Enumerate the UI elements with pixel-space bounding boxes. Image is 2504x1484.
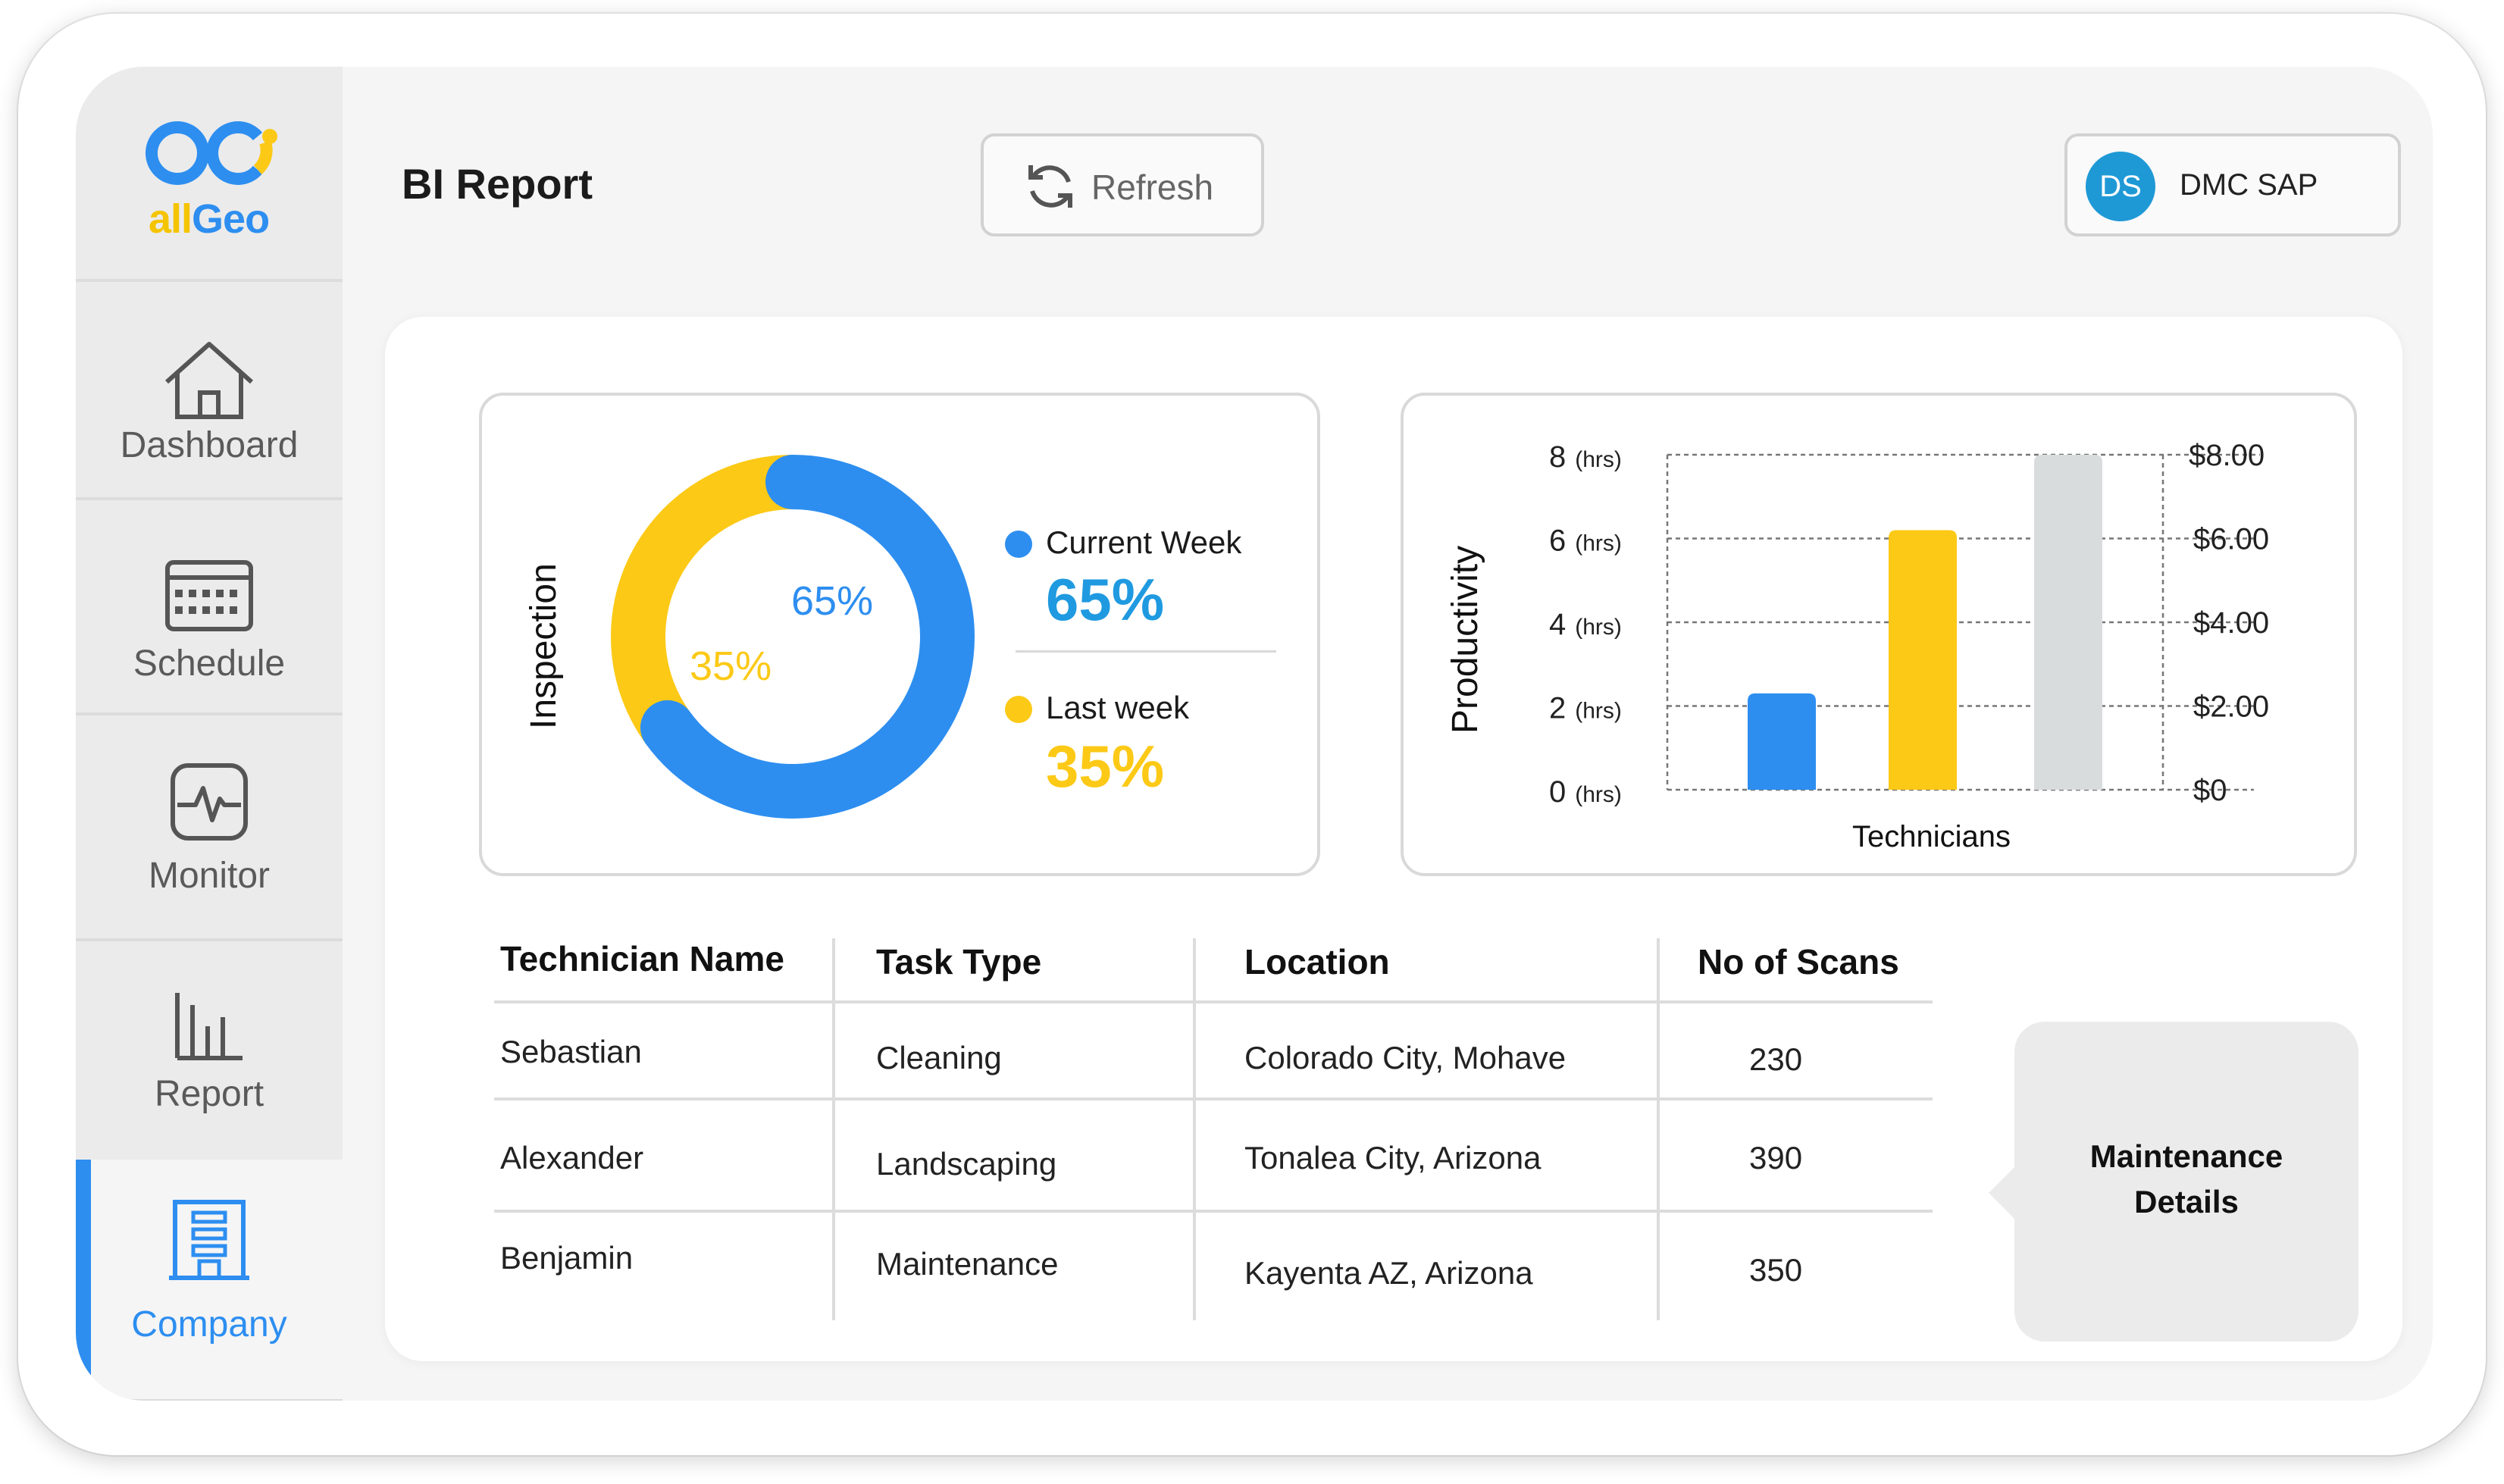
callout-pointer <box>1989 1163 2019 1223</box>
callout-text: Maintenance Details <box>2014 1134 2358 1225</box>
sidebar-item-label: Monitor <box>148 856 271 896</box>
column-header-location: Location <box>1244 942 1390 982</box>
sidebar-item-monitor[interactable]: Monitor <box>76 719 343 941</box>
cell-technician: Alexander <box>500 1140 644 1176</box>
y-tick-label: 0 (hrs) <box>1549 775 1622 809</box>
current-week-legend-dot <box>1005 531 1032 558</box>
bar-technician-3 <box>2034 455 2102 790</box>
y-right-tick-label: $0 <box>2193 774 2227 807</box>
inspection-panel: Inspection 65% 35% Current Week 65% Last… <box>479 393 1320 876</box>
cell-technician: Benjamin <box>500 1240 634 1276</box>
cell-technician: Sebastian <box>500 1034 642 1069</box>
refresh-label: Refresh <box>1091 167 1214 207</box>
column-header-scans: No of Scans <box>1698 942 1899 982</box>
last-week-legend-label: Last week <box>1046 690 1190 725</box>
user-menu-button[interactable]: DS DMC SAP <box>2064 133 2401 236</box>
y-tick-label: 8 (hrs) <box>1549 440 1622 474</box>
cell-location: Colorado City, Mohave <box>1244 1040 1567 1075</box>
column-divider <box>1193 938 1196 1320</box>
cell-location: Tonalea City, Arizona <box>1244 1140 1542 1176</box>
y-tick-label: 2 (hrs) <box>1549 692 1622 725</box>
sidebar-item-dashboard[interactable]: Dashboard <box>76 285 343 500</box>
column-header-technician: Technician Name <box>500 939 784 978</box>
y-right-tick-label: $8.00 <box>2189 439 2265 472</box>
allgeo-logo[interactable]: allGeo <box>76 67 343 282</box>
donut-slice-current-week <box>640 455 975 819</box>
cell-task-type: Landscaping <box>876 1146 1057 1182</box>
sidebar-item-company[interactable]: Company <box>76 1160 343 1401</box>
cell-task-type: Cleaning <box>876 1040 1002 1075</box>
donut-current-label: 65% <box>791 578 874 624</box>
sidebar-item-label: Schedule <box>133 643 286 684</box>
sidebar-item-label: Dashboard <box>120 425 299 465</box>
last-week-legend-dot <box>1005 696 1032 723</box>
refresh-icon <box>1028 165 1072 208</box>
maintenance-details-callout[interactable]: Maintenance Details <box>2014 1022 2358 1342</box>
callout-line-2: Details <box>2134 1184 2239 1219</box>
logo-rings-icon <box>146 121 277 185</box>
legend-divider <box>1016 650 1276 653</box>
bar-report-icon <box>175 993 243 1060</box>
building-icon <box>169 1200 249 1280</box>
bar-technician-2 <box>1889 530 1957 790</box>
sidebar-item-report[interactable]: Report <box>76 944 343 1164</box>
y-right-tick-label: $2.00 <box>2193 690 2269 724</box>
app-window: allGeo Dashboard Schedule <box>76 67 2433 1401</box>
row-divider <box>494 1210 1933 1213</box>
productivity-panel: Productivity 8 (hrs) $8.00 6 (hrs) $6.00 4 (hrs… <box>1401 393 2357 876</box>
sidebar-item-schedule[interactable]: Schedule <box>76 503 343 715</box>
column-divider <box>1657 938 1660 1320</box>
cell-scans: 350 <box>1749 1252 1803 1288</box>
callout-line-1: Maintenance <box>2089 1138 2283 1174</box>
row-divider <box>494 1000 1933 1003</box>
row-divider <box>494 1097 1933 1100</box>
column-header-task-type: Task Type <box>876 942 1042 982</box>
logo-wordmark: allGeo <box>149 196 270 242</box>
sidebar-item-label: Report <box>154 1074 264 1114</box>
y-tick-label: 4 (hrs) <box>1549 608 1622 641</box>
calendar-icon <box>165 560 253 631</box>
bar-technician-1 <box>1748 693 1816 790</box>
inspection-donut-chart <box>611 455 975 819</box>
productivity-bar-chart: 8 (hrs) $8.00 6 (hrs) $6.00 4 (hrs) $4.00 2 (hrs) $… <box>1549 439 2269 809</box>
current-week-value: 65% <box>1046 566 1165 633</box>
cell-scans: 390 <box>1749 1140 1803 1176</box>
page-title: BI Report <box>402 160 593 208</box>
last-week-value: 35% <box>1046 733 1165 800</box>
cell-location: Kayenta AZ, Arizona <box>1244 1255 1533 1291</box>
cell-scans: 230 <box>1749 1041 1803 1077</box>
pulse-monitor-icon <box>171 763 248 841</box>
y-right-tick-label: $4.00 <box>2193 606 2269 640</box>
y-tick-label: 6 (hrs) <box>1549 524 1622 558</box>
report-content-card: Inspection 65% 35% Current Week 65% Last… <box>385 317 2402 1361</box>
y-right-tick-label: $6.00 <box>2193 523 2269 556</box>
avatar: DS <box>2086 152 2155 221</box>
productivity-x-axis-label: Technicians <box>1852 820 2011 853</box>
inspection-axis-label: Inspection <box>524 563 564 729</box>
current-week-legend-label: Current Week <box>1046 524 1242 560</box>
refresh-button[interactable]: Refresh <box>981 133 1264 236</box>
column-divider <box>832 938 835 1320</box>
cell-task-type: Maintenance <box>876 1246 1059 1282</box>
donut-last-label: 35% <box>690 643 772 689</box>
sidebar-item-label: Company <box>131 1304 287 1345</box>
user-name: DMC SAP <box>2180 168 2318 202</box>
donut-slice-last-week <box>611 455 820 755</box>
home-icon <box>165 342 253 419</box>
sidebar: allGeo Dashboard Schedule <box>76 67 343 1401</box>
